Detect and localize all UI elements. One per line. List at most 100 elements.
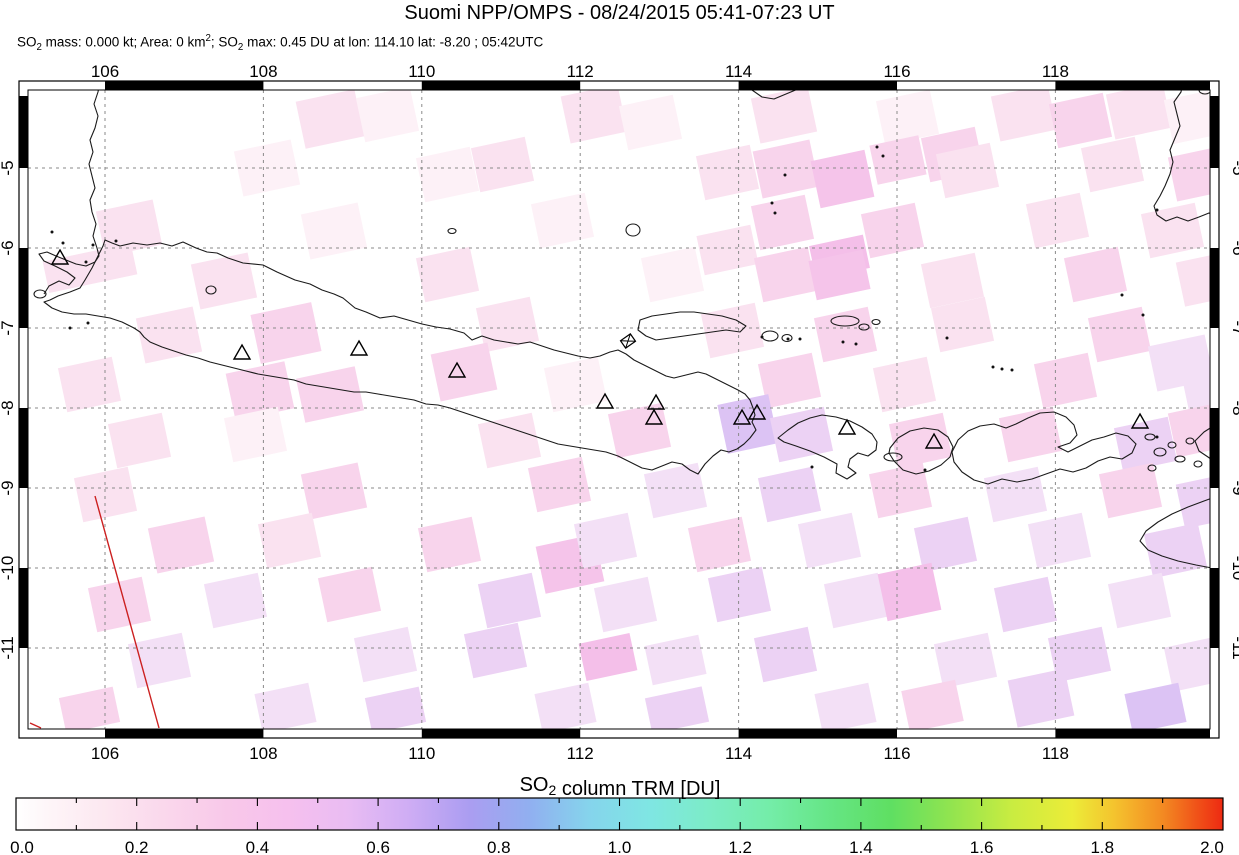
islet-dot: [798, 337, 802, 341]
islet-dot: [786, 337, 790, 341]
island-outline: [33, 289, 47, 299]
so2-footprint-pixel: [1047, 626, 1112, 683]
so2-footprint-pixel: [814, 682, 877, 729]
islet-dot: [114, 239, 118, 243]
volcano-triangle-icon: [747, 403, 767, 420]
islet-dot: [1155, 435, 1159, 439]
so2-footprint-pixel: [643, 462, 708, 519]
lon-tick-label-top: 112: [567, 62, 594, 81]
lat-tick-label-left: -5: [0, 160, 17, 175]
lon-tick-label-bottom: 116: [883, 744, 910, 763]
volcano-triangle-icon: [50, 248, 70, 265]
subtitle-segment: SO: [17, 34, 37, 50]
subtitle-segment: mass: 0.000 kt; Area: 0 km: [41, 34, 206, 50]
coast-java: [43, 239, 757, 475]
island-outline: [1193, 460, 1203, 468]
lat-tick-label-left: -8: [0, 400, 17, 415]
colorbar-tick-label: 0.6: [366, 838, 390, 855]
frame-band-segment: [1055, 81, 1210, 90]
subtitle-segment: max: 0.45 DU at lon: 114.10 lat: -8.20 ;…: [243, 34, 544, 50]
frame-band-segment: [105, 729, 264, 738]
so2-footprint-pixel: [1007, 668, 1075, 728]
so2-footprint-pixel: [1105, 90, 1173, 140]
island-outline: [625, 223, 641, 237]
islet-dot: [810, 465, 814, 469]
so2-footprint-pixel: [901, 679, 964, 729]
island-outline: [1153, 447, 1167, 457]
so2-footprint-pixel: [860, 202, 925, 259]
so2-footprint-pixel: [254, 682, 317, 729]
volcano-triangle-icon: [924, 432, 944, 449]
subtitle-segment: 2: [205, 33, 211, 44]
lon-tick-label-top: 106: [91, 62, 119, 81]
so2-footprint-pixel: [1087, 306, 1152, 363]
so2-footprint-pixel: [618, 94, 683, 151]
island-outline: [858, 323, 870, 331]
so2-footprint-pixel: [73, 466, 138, 523]
island-outline: [1174, 455, 1186, 463]
so2-footprint-pixel: [470, 136, 535, 193]
lat-tick-label-right: -11: [1229, 636, 1239, 659]
so2-footprint-pixel: [127, 632, 192, 689]
colorbar-tick-label: 1.0: [608, 838, 632, 855]
so2-footprint-pixel: [534, 682, 597, 729]
frame-band-segment: [738, 729, 897, 738]
frame-band-segment: [19, 408, 28, 488]
coast-kalimantan-islet: [907, 90, 911, 91]
so2-footprint-pixel: [872, 356, 937, 413]
so2-footprint-pixel: [869, 135, 927, 185]
lat-tick-label-left: -7: [0, 320, 17, 335]
so2-footprint-pixel: [797, 512, 862, 569]
lon-tick-label-bottom: 112: [567, 744, 594, 763]
island-outline: [761, 330, 779, 342]
so2-footprint-pixel: [355, 90, 420, 143]
so2-footprint-pixel: [300, 202, 368, 260]
so2-footprint-pixel: [696, 224, 759, 276]
so2-footprint-pixel: [530, 192, 595, 249]
so2-footprint-pixel: [888, 412, 953, 469]
so2-footprint-pixel: [430, 342, 498, 402]
so2-footprint-pixel: [875, 90, 940, 146]
so2-footprint-pixel: [300, 462, 368, 520]
islet-dot: [86, 321, 90, 325]
volcano-triangle-icon: [837, 418, 857, 435]
island-outline: [1167, 441, 1177, 449]
coast-sulawesi-sw: [1153, 90, 1210, 222]
coast-sumbawa: [951, 411, 1137, 485]
islet-dot: [61, 241, 65, 245]
islet-dot: [1155, 208, 1159, 212]
lat-tick-label-right: -7: [1229, 320, 1239, 335]
so2-footprint-pixel: [1048, 92, 1113, 149]
so2-footprint-pixel: [868, 462, 933, 519]
so2-footprint-pixel: [42, 242, 138, 294]
coast-sumba: [1139, 498, 1210, 569]
lon-tick-label-bottom: 118: [1042, 744, 1069, 763]
so2-footprint-pixel: [135, 306, 203, 364]
subtitle-segment: ; SO: [210, 34, 238, 50]
volcano-triangle-icon: [646, 393, 666, 410]
island-outline: [1198, 90, 1210, 95]
so2-footprint-pixel: [757, 466, 822, 523]
so2-footprint-pixel: [477, 572, 542, 629]
islet-dot: [991, 365, 995, 369]
island-outline: [447, 227, 457, 235]
so2-footprint-pixel: [223, 406, 288, 463]
coast-lombok: [888, 427, 954, 475]
frame-band-segment: [19, 568, 28, 648]
volcano-markers: [50, 248, 1150, 449]
islet-dot: [84, 260, 88, 264]
volcano-triangle-icon: [447, 361, 467, 378]
lat-tick-label-left: -11: [0, 636, 17, 659]
lon-tick-label-top: 108: [249, 62, 277, 81]
volcano-triangle-icon: [232, 343, 252, 360]
volcano-triangle-icon: [595, 392, 615, 409]
islet-dot: [91, 243, 95, 247]
so2-footprint-pixel: [147, 516, 215, 574]
frame-band-segment: [421, 81, 581, 90]
lon-tick-label-top: 118: [1042, 62, 1069, 81]
so2-footprint-pixel: [687, 516, 752, 573]
so2-footprint-pixel: [463, 622, 528, 679]
colorbar-tick-label: 1.2: [728, 838, 752, 855]
lon-tick-label-top: 116: [883, 62, 910, 81]
